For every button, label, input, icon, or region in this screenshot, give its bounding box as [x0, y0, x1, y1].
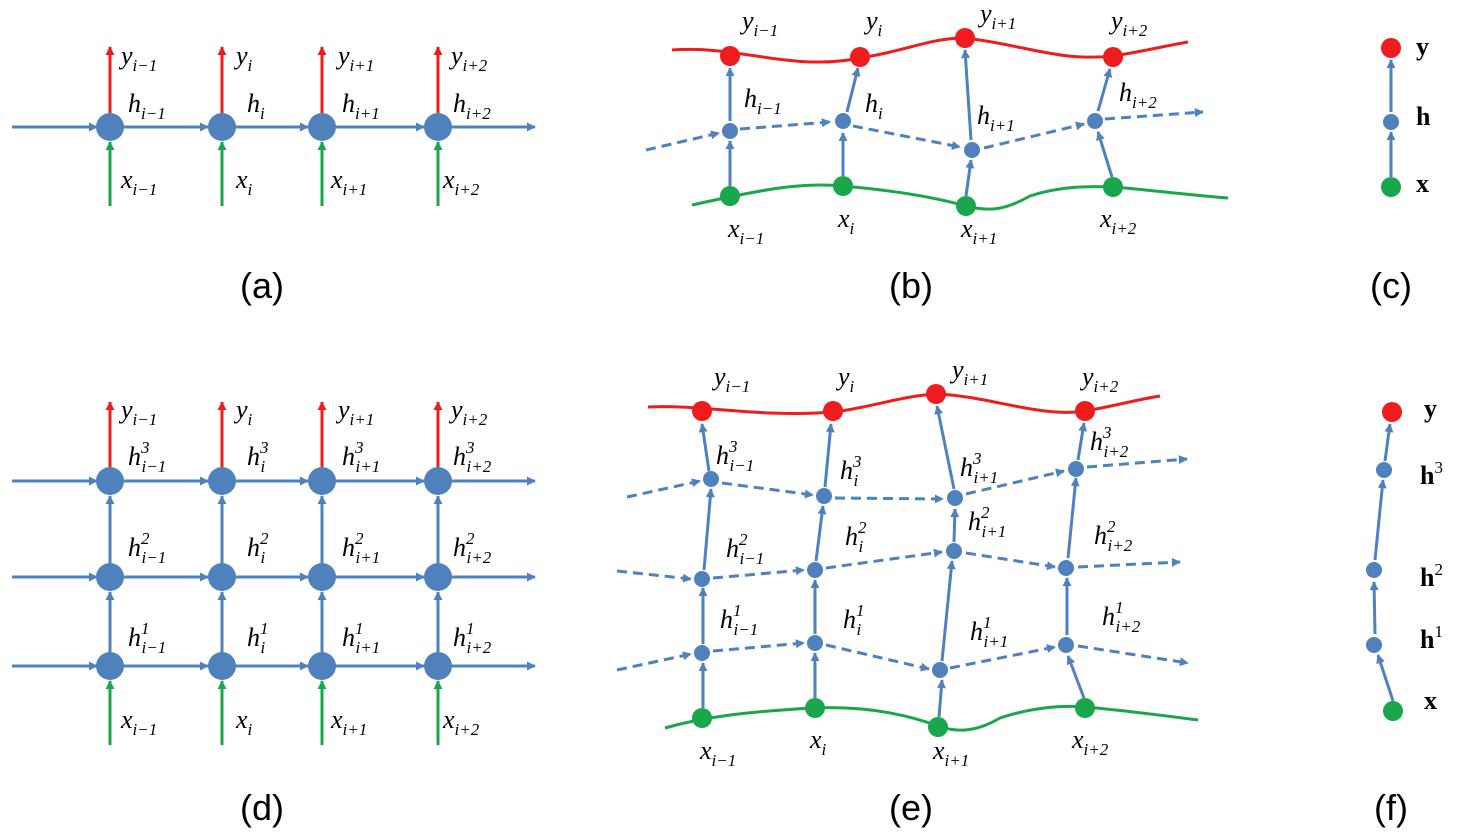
label-x-ip1: xi+1: [330, 165, 367, 199]
legend-f-y: y: [1424, 394, 1437, 423]
panel-a-column-3: [308, 46, 336, 206]
panel-label-d: (d): [240, 787, 284, 828]
svg-text:yi+2: yi+2: [1079, 362, 1119, 396]
svg-text:h2i: h2 i: [845, 518, 867, 556]
legend-f-h1: h1: [1420, 622, 1443, 654]
svg-text:h3i+2: h3 i+2: [1090, 423, 1129, 461]
svg-text:yi+1: yi+1: [977, 0, 1016, 33]
svg-text:yi: yi: [233, 395, 253, 429]
panel-d-column-1: [96, 401, 124, 745]
svg-text:h2i+2: h2 i+2: [453, 529, 492, 567]
panel-label-c: (c): [1370, 265, 1412, 306]
svg-text:xi−1: xi−1: [727, 214, 764, 248]
svg-text:h1i: h1 i: [247, 619, 269, 657]
svg-text:xi+1: xi+1: [330, 705, 367, 739]
svg-text:yi−1: yi−1: [118, 395, 157, 429]
svg-text:h1i+2: h1 i+2: [453, 619, 492, 657]
svg-text:yi−1: yi−1: [711, 362, 750, 396]
panel-a-column-2: [208, 46, 236, 206]
label-h-ip2: hi+2: [453, 89, 491, 123]
label-h-im1: hi−1: [128, 89, 166, 123]
svg-text:h2i: h2 i: [247, 529, 269, 567]
svg-text:h2i+1: h2 i+1: [342, 529, 380, 567]
panel-label-b: (b): [889, 265, 933, 306]
panel-a-column-1: [96, 46, 124, 206]
svg-text:h1i+1: h1 i+1: [342, 619, 380, 657]
svg-text:h3i+2: h3 i+2: [453, 438, 492, 476]
label-y-ip1: yi+1: [335, 41, 374, 75]
svg-text:h3i+1: h3 i+1: [342, 438, 380, 476]
svg-text:h3i: h3 i: [247, 438, 269, 476]
legend-f-x: x: [1424, 686, 1437, 715]
svg-text:hi−1: hi−1: [744, 84, 782, 118]
svg-text:xi+1: xi+1: [960, 214, 997, 248]
svg-text:h3i−1: h3 i−1: [128, 438, 166, 476]
svg-text:hi+2: hi+2: [1119, 78, 1157, 112]
legend-f-h3: h3: [1420, 458, 1443, 490]
svg-text:yi+1: yi+1: [335, 395, 374, 429]
svg-text:yi+2: yi+2: [1108, 6, 1148, 40]
label-x-i: xi: [235, 165, 253, 199]
svg-text:h1i+2: h1 i+2: [1102, 598, 1141, 636]
panel-c-legend: y h x (c): [1370, 32, 1431, 306]
svg-text:xi: xi: [235, 705, 253, 739]
svg-text:h3i−1: h3 i−1: [716, 437, 754, 475]
svg-text:xi−1: xi−1: [120, 705, 157, 739]
legend-c-x: x: [1416, 169, 1429, 198]
svg-text:h3i+1: h3 i+1: [960, 449, 998, 487]
panel-d-column-3: [308, 401, 336, 745]
panel-d-column-2: [208, 401, 236, 745]
svg-text:xi+2: xi+2: [1099, 204, 1137, 238]
svg-text:xi−1: xi−1: [699, 736, 736, 770]
label-h-i: hi: [247, 89, 265, 123]
label-y-ip2: yi+2: [448, 41, 488, 75]
svg-text:h1i−1: h1 i−1: [720, 601, 758, 639]
panel-a-column-4: [424, 46, 452, 206]
legend-f-h2: h2: [1420, 560, 1443, 592]
label-x-im1: xi−1: [120, 165, 157, 199]
svg-text:h2i−1: h2 i−1: [726, 530, 764, 568]
panel-f-legend: y h3 h2 h1 x (f): [1366, 394, 1443, 828]
svg-text:yi: yi: [863, 6, 883, 40]
svg-text:xi+2: xi+2: [1071, 725, 1109, 759]
panel-label-f: (f): [1374, 787, 1408, 828]
svg-text:h1i: h1 i: [843, 601, 865, 639]
svg-text:yi: yi: [835, 362, 855, 396]
svg-text:hi: hi: [865, 89, 883, 123]
svg-text:xi+2: xi+2: [442, 705, 480, 739]
svg-text:xi+1: xi+1: [932, 736, 969, 770]
svg-text:h2i−1: h2 i−1: [128, 529, 166, 567]
legend-c-y: y: [1416, 32, 1429, 61]
legend-c-h: h: [1416, 102, 1431, 131]
svg-text:yi+2: yi+2: [448, 395, 488, 429]
label-y-im1: yi−1: [118, 41, 157, 75]
panel-a-diagram: yi−1 yi yi+1 yi+2 hi−1 hi hi+1 hi+2 xi−1…: [12, 41, 536, 306]
svg-text:xi: xi: [837, 204, 855, 238]
svg-text:h1i+1: h1 i+1: [970, 613, 1008, 651]
svg-text:yi+1: yi+1: [949, 355, 988, 389]
svg-text:xi: xi: [809, 725, 827, 759]
svg-text:h2i+1: h2 i+1: [968, 503, 1006, 541]
svg-text:h2i+2: h2 i+2: [1094, 517, 1133, 555]
panel-b-diagram: yi−1 yi yi+1 yi+2 hi−1 hi hi+1 hi+2 xi−1…: [645, 0, 1229, 306]
svg-text:h3i: h3 i: [840, 452, 862, 490]
panel-label-a: (a): [240, 265, 284, 306]
label-x-ip2: xi+2: [442, 165, 480, 199]
panel-e-diagram: yi−1 yi yi+1 yi+2 h3 i−1 h3 i h3 i+1 h3 i+2 …: [616, 355, 1199, 828]
panel-d-diagram: yi−1 yi yi+1 yi+2 h3 i−1 h3 i h3 i+1 h3 i+2 …: [12, 395, 536, 828]
svg-text:h1i−1: h1 i−1: [128, 619, 166, 657]
svg-text:yi−1: yi−1: [739, 6, 778, 40]
panel-label-e: (e): [889, 787, 933, 828]
label-h-ip1: hi+1: [342, 89, 380, 123]
svg-text:hi+1: hi+1: [977, 101, 1015, 135]
panel-d-column-4: [424, 401, 452, 745]
label-y-i: yi: [233, 41, 253, 75]
